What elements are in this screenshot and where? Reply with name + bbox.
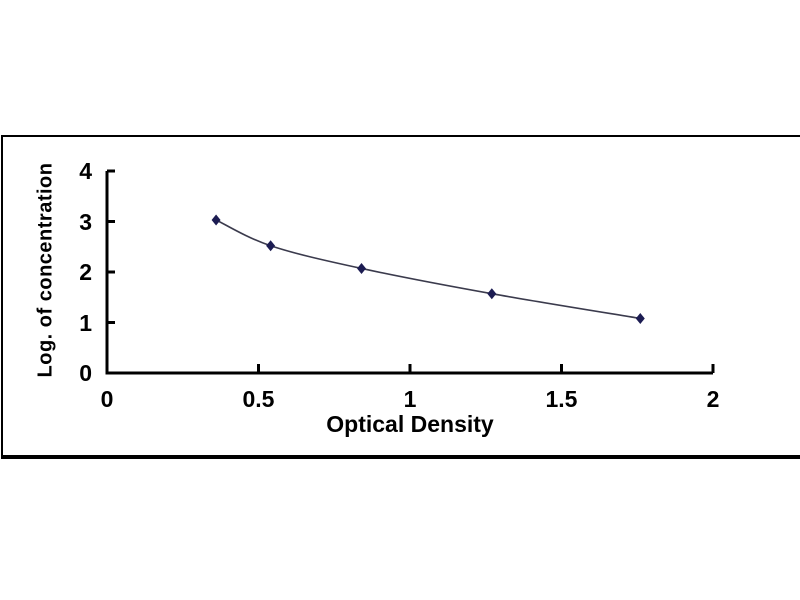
- diamond-marker: [635, 312, 645, 324]
- y-tick-label: 1: [79, 309, 92, 336]
- axes: [105, 169, 715, 375]
- y-tick-label: 4: [79, 158, 92, 184]
- plot-frame: [1, 135, 800, 459]
- y-tick-label: 3: [79, 208, 92, 235]
- x-tick-label: 2: [706, 386, 720, 412]
- diamond-marker: [487, 288, 497, 300]
- diamond-marker: [266, 240, 276, 252]
- x-tick-label: 0.5: [242, 386, 275, 412]
- x-tick-label: 1.5: [545, 386, 578, 412]
- y-tick-label: 0: [79, 360, 92, 386]
- diamond-marker: [211, 214, 221, 226]
- diamond-marker: [357, 262, 367, 274]
- x-axis-title: Optical Density: [326, 411, 494, 437]
- y-axis-title: Log. of concentration: [34, 162, 57, 378]
- y-tick-label: 2: [79, 259, 92, 285]
- data-series: [211, 214, 645, 324]
- curve-line: [215, 219, 641, 320]
- x-tick-label: 0: [100, 386, 114, 412]
- x-tick-label: 1: [403, 386, 417, 412]
